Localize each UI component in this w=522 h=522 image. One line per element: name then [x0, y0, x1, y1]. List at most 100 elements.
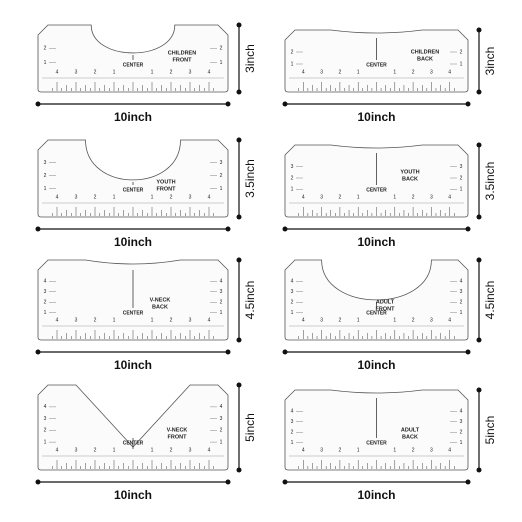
side-label: 2 — [291, 300, 294, 306]
scale-label: 2 — [94, 447, 97, 453]
scale-label: 4 — [56, 194, 59, 200]
scale-label: 3 — [75, 317, 78, 323]
side-label: 1 — [220, 439, 223, 445]
ruler-name: BACK — [152, 304, 168, 310]
scale-label: 2 — [170, 69, 173, 75]
scale-label: 1 — [393, 447, 396, 453]
scale-label: 4 — [302, 69, 305, 75]
side-label: 2 — [291, 430, 294, 436]
ruler-name: FRONT — [168, 434, 188, 440]
scale-label: 3 — [75, 194, 78, 200]
dimension-dot — [225, 226, 231, 232]
ruler-name: BACK — [402, 434, 418, 440]
scale-label: 2 — [94, 69, 97, 75]
scale-label: 4 — [302, 317, 305, 323]
scale-label: 2 — [170, 447, 173, 453]
dimension-dot — [476, 467, 482, 473]
side-label: 2 — [291, 175, 294, 181]
dimension-dot — [282, 479, 288, 485]
dimension-dot — [236, 337, 242, 343]
center-label: CENTER — [366, 440, 387, 446]
side-label: 4 — [460, 409, 463, 415]
dimension-dot — [282, 101, 288, 107]
dimension-dot — [236, 382, 242, 388]
width-label: 10inch — [357, 110, 395, 124]
dimension-dot — [236, 137, 242, 143]
side-label: 1 — [44, 60, 47, 66]
side-label: 1 — [44, 310, 47, 316]
height-label: 3inch — [483, 47, 497, 76]
side-label: 1 — [291, 187, 294, 193]
scale-label: 1 — [393, 194, 396, 200]
ruler-outline — [284, 259, 469, 341]
ruler-name: V-NECK — [167, 427, 188, 433]
ruler-name: FRONT — [173, 57, 193, 63]
dimension-dot — [465, 349, 471, 355]
scale-label: 2 — [339, 69, 342, 75]
scale-label: 4 — [56, 317, 59, 323]
side-label: 1 — [460, 310, 463, 316]
scale-label: 3 — [75, 69, 78, 75]
dimension-dot — [35, 101, 41, 107]
height-label: 5inch — [483, 416, 497, 445]
side-label: 3 — [291, 419, 294, 425]
scale-label: 3 — [430, 69, 433, 75]
scale-label: 1 — [113, 69, 116, 75]
dimension-dot — [476, 214, 482, 220]
height-label: 5inch — [243, 413, 257, 442]
scale-label: 4 — [448, 194, 451, 200]
side-label: 1 — [291, 310, 294, 316]
scale-label: 1 — [393, 317, 396, 323]
ruler-name: BACK — [417, 56, 433, 62]
scale-label: 3 — [75, 447, 78, 453]
side-label: 3 — [44, 160, 47, 166]
height-label: 3inch — [243, 44, 257, 73]
height-label: 4.5inch — [243, 281, 257, 320]
side-label: 2 — [44, 428, 47, 434]
scale-label: 1 — [357, 317, 360, 323]
ruler-name: ADULT — [376, 299, 395, 305]
side-label: 2 — [291, 49, 294, 55]
side-label: 1 — [291, 440, 294, 446]
scale-label: 1 — [151, 317, 154, 323]
side-label: 2 — [220, 300, 223, 306]
scale-label: 4 — [56, 447, 59, 453]
dimension-dot — [236, 89, 242, 95]
ruler-name: CHILDREN — [411, 49, 439, 55]
side-label: 3 — [220, 289, 223, 295]
side-label: 1 — [220, 310, 223, 316]
center-label: CENTER — [123, 440, 144, 446]
dimension-dot — [476, 142, 482, 148]
scale-label: 4 — [208, 194, 211, 200]
scale-label: 1 — [393, 69, 396, 75]
side-label: 4 — [291, 409, 294, 415]
dimension-dot — [476, 27, 482, 33]
side-label: 2 — [460, 430, 463, 436]
dimension-dot — [236, 214, 242, 220]
scale-label: 4 — [208, 447, 211, 453]
ruler-name: FRONT — [376, 306, 396, 312]
scale-label: 1 — [151, 447, 154, 453]
scale-label: 2 — [170, 194, 173, 200]
dimension-dot — [282, 226, 288, 232]
scale-label: 3 — [430, 317, 433, 323]
ruler-name: FRONT — [157, 186, 177, 192]
width-label: 10inch — [114, 488, 152, 502]
scale-label: 1 — [357, 69, 360, 75]
side-label: 3 — [291, 164, 294, 170]
scale-label: 3 — [320, 69, 323, 75]
side-label: 4 — [220, 404, 223, 410]
scale-label: 4 — [208, 317, 211, 323]
scale-label: 2 — [339, 317, 342, 323]
scale-label: 1 — [113, 317, 116, 323]
side-label: 1 — [220, 186, 223, 192]
side-label: 3 — [460, 419, 463, 425]
width-label: 10inch — [114, 358, 152, 372]
side-label: 3 — [44, 416, 47, 422]
side-label: 4 — [44, 404, 47, 410]
height-label: 4.5inch — [483, 281, 497, 320]
